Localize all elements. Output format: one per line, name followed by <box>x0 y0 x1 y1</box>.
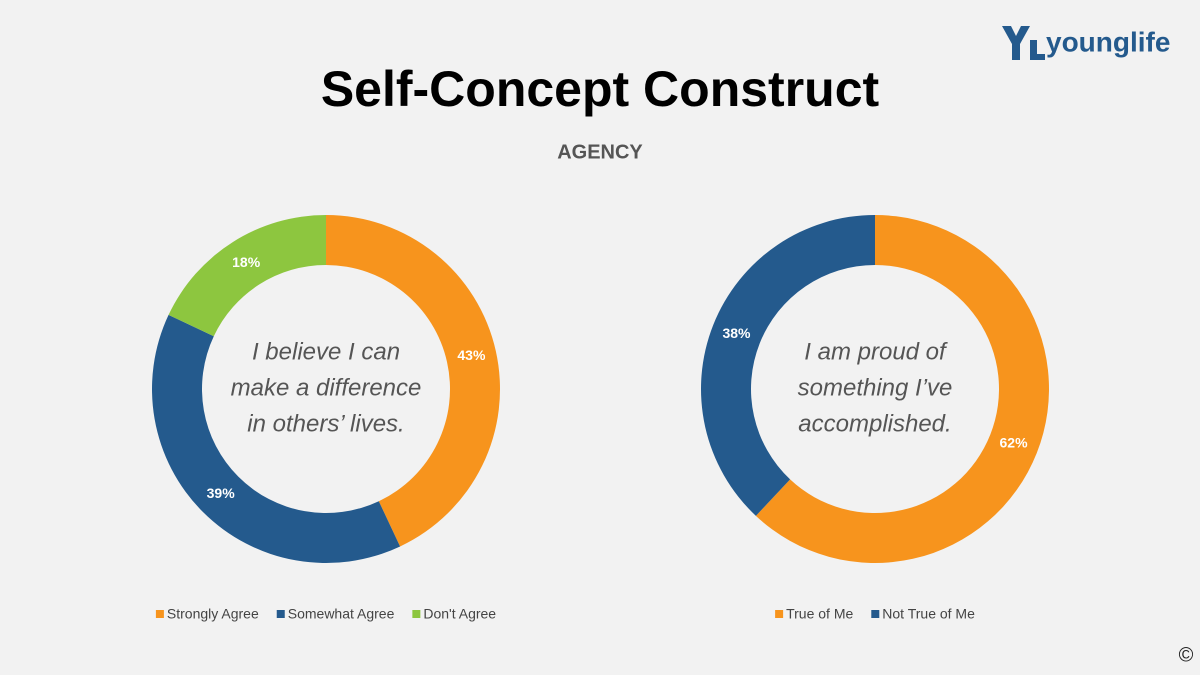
legend-label: True of Me <box>786 606 853 622</box>
center-text: in others’ lives. <box>247 410 404 437</box>
legend-label: Strongly Agree <box>167 606 259 622</box>
copyright: © <box>1179 644 1194 666</box>
donut-segment <box>168 215 326 337</box>
legend-swatch <box>276 610 285 618</box>
data-label: 39% <box>207 485 236 501</box>
legend-swatch <box>412 610 421 618</box>
logo-icon <box>1002 26 1030 60</box>
center-text: I am proud of <box>804 338 948 365</box>
data-label: 38% <box>722 325 751 341</box>
donut-segment <box>152 314 401 563</box>
legend-swatch <box>155 610 164 618</box>
data-label: 18% <box>232 254 261 270</box>
donut-chart: 43% 39% 18% I believe I can make a differenc… <box>152 215 500 622</box>
center-text: something I’ve <box>798 374 953 401</box>
logo: younglife <box>1002 26 1170 60</box>
slide-title: Self-Concept Construct <box>321 61 880 117</box>
legend-swatch <box>871 610 880 618</box>
center-text: accomplished. <box>798 410 951 437</box>
data-label: 62% <box>1000 435 1029 451</box>
data-label: 43% <box>457 347 486 363</box>
legend-label: Not True of Me <box>882 606 975 622</box>
donut-chart: 62% 38% I am proud of something I’ve accompl… <box>701 214 1050 622</box>
center-text: make a difference <box>231 374 422 401</box>
legend-label: Somewhat Agree <box>288 606 395 622</box>
legend-swatch <box>775 610 784 618</box>
center-text: I believe I can <box>252 338 400 365</box>
logo-text: younglife <box>1046 26 1170 57</box>
donut-segment <box>326 215 500 547</box>
legend-label: Don't Agree <box>423 606 496 622</box>
donut-segment <box>755 214 1050 563</box>
legend: True of Me Not True of Me <box>775 606 975 622</box>
donut-segment <box>701 215 875 516</box>
legend: Strongly Agree Somewhat Agree Don't Agree <box>155 606 496 622</box>
logo-icon <box>1030 40 1045 60</box>
subtitle: AGENCY <box>557 141 643 163</box>
